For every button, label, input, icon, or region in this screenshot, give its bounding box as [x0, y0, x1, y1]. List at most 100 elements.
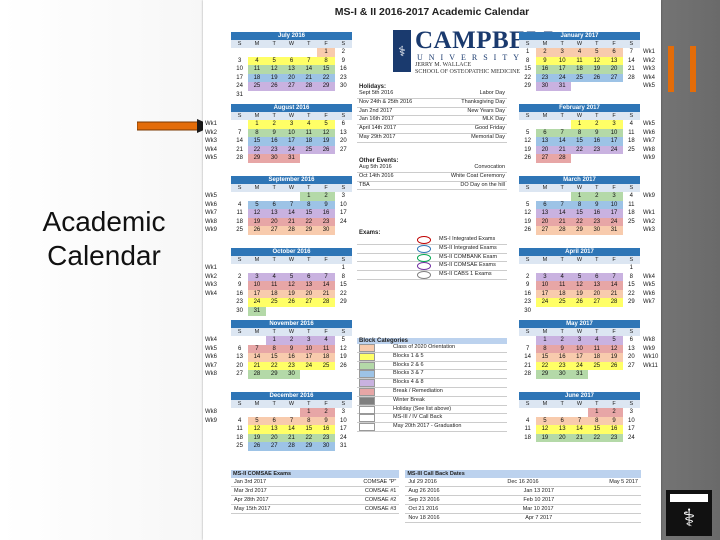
day-cell: 9 [237, 282, 242, 289]
day-cell: 5 [248, 200, 266, 210]
school-line1: JERRY M. WALLACE [415, 62, 472, 68]
day-cell: 10 [570, 344, 589, 354]
day-grid: 1 2 3 4 5 6 7 8 9 10 11 12 13 14 15 16 17 18 19 20 21 22 23 24 2… [231, 408, 352, 451]
day-cell: 21 [553, 217, 571, 227]
month-header: July 2016 [231, 32, 352, 40]
day-cell: 26 [524, 155, 531, 162]
callback-header: MS-III Call Back Dates [405, 470, 641, 478]
day-cell: 20 [282, 73, 301, 83]
day-cell: 16 [524, 290, 531, 297]
day-cell: 18 [588, 353, 606, 362]
event-name: Convocation [474, 164, 505, 170]
day-cell: 12 [248, 425, 266, 434]
weekday-label: T [272, 113, 276, 119]
day-cell: 3 [248, 272, 266, 282]
day-cell: 12 [524, 138, 531, 145]
weekday-label: T [307, 257, 311, 263]
weekday-label: W [288, 41, 295, 47]
week-label: Wk4 [205, 337, 217, 343]
day-cell: 8 [588, 416, 606, 426]
week-label: Wk5 [643, 282, 655, 289]
day-cell: 2 [317, 408, 335, 417]
day-cell: 23 [536, 73, 554, 83]
weekday-label: M [542, 401, 548, 407]
day-cell: 3 [553, 48, 571, 57]
day-cell: 11 [628, 201, 635, 208]
day-cell: 3 [629, 409, 634, 415]
empty-day-cell [536, 192, 553, 201]
table-cell: Dec 16 2016 [507, 479, 539, 485]
exam-legend-row: MS-I Integrated Exams [357, 236, 507, 245]
day-cell: 11 [570, 56, 589, 66]
day-cell: 11 [553, 281, 571, 290]
day-cell: 21 [628, 66, 635, 73]
block-category-label: Holiday (See list above) [393, 405, 452, 412]
day-cell: 8 [629, 273, 634, 280]
exam-legend-row: MS-II CABS 1 Exams [357, 271, 507, 280]
day-cell: 27 [236, 371, 243, 378]
day-cell: 21 [605, 289, 623, 299]
month-months_left-2: September 2016 S M T W T F S 1 2 3 4 5 6 7 8 9 10 11 12 13 14… [231, 176, 352, 235]
day-cell: 14 [282, 425, 301, 434]
day-cell: 7 [629, 49, 634, 55]
day-cell: 3 [605, 192, 623, 201]
table-cell: Jan 3rd 2017 [234, 479, 267, 485]
table-cell: Mar 3rd 2017 [234, 488, 267, 494]
empty-day-cell [266, 408, 283, 417]
day-cell: 29 [570, 226, 589, 235]
school-line2: SCHOOL OF OSTEOPATHIC MEDICINE [415, 69, 521, 75]
weekday-label: S [237, 41, 242, 47]
block-category-row: Blocks 2 & 6 [357, 361, 507, 371]
day-cell: 3 [300, 336, 318, 345]
day-cell: 7 [282, 200, 301, 210]
day-cell: 27 [265, 442, 283, 451]
day-cell: 8 [248, 128, 266, 138]
day-cell: 5 [282, 272, 301, 282]
day-cell: 14 [300, 65, 318, 74]
day-cell: 8 [525, 57, 530, 64]
block-category-label: Class of 2020 Orientation [393, 344, 456, 350]
empty-day-cell [536, 120, 553, 129]
day-cell: 2 [605, 408, 623, 417]
weekday-label: T [272, 401, 276, 407]
day-cell: 29 [340, 299, 347, 306]
event-date: Jan 16th 2017 [359, 116, 394, 123]
table-cell: COMSAE "P" [363, 479, 397, 485]
empty-day-cell [536, 264, 553, 273]
exam-ring-icon [417, 253, 431, 262]
day-cell: 17 [570, 353, 589, 362]
weekday-label: T [595, 257, 599, 263]
day-cell: 20 [300, 289, 318, 299]
week-label: Wk7 [643, 138, 655, 145]
empty-day-cell [571, 264, 588, 273]
weekday-label: T [272, 185, 276, 191]
day-cell: 5 [525, 201, 530, 208]
weekday-label: S [237, 401, 242, 407]
day-cell: 9 [282, 344, 301, 354]
week-label: Wk1 [205, 265, 217, 271]
day-cell: 9 [588, 128, 606, 138]
day-cell: 10 [605, 128, 623, 138]
day-cell: 9 [317, 416, 335, 426]
day-cell: 3 [237, 57, 242, 64]
week-label: Wk10 [643, 354, 659, 361]
day-cell: 25 [628, 218, 635, 225]
weekday-label: W [576, 257, 583, 263]
weekday-label: M [542, 113, 548, 119]
day-cell: 13 [265, 209, 283, 218]
day-cell: 30 [588, 226, 606, 235]
day-cell: 17 [282, 137, 301, 146]
day-cell: 13 [536, 137, 554, 146]
day-cell: 7 [553, 200, 571, 210]
table-row: May 15th 2017 COMSAE #3 [231, 505, 400, 514]
day-cell: 8 [265, 344, 283, 354]
weekday-label: W [288, 401, 295, 407]
empty-day-cell [248, 336, 265, 345]
day-cell: 21 [524, 362, 531, 369]
day-grid: 1 2 3 4 5 6 7 8 9 10 11 12 13 14 15 16 17 18 19 20 21 22 23 24 2… [231, 264, 352, 316]
table-cell: May 5 2017 [609, 479, 638, 485]
day-cell: 3 [536, 272, 554, 282]
day-cell: 3 [570, 336, 589, 345]
week-label: Wk6 [205, 354, 217, 361]
